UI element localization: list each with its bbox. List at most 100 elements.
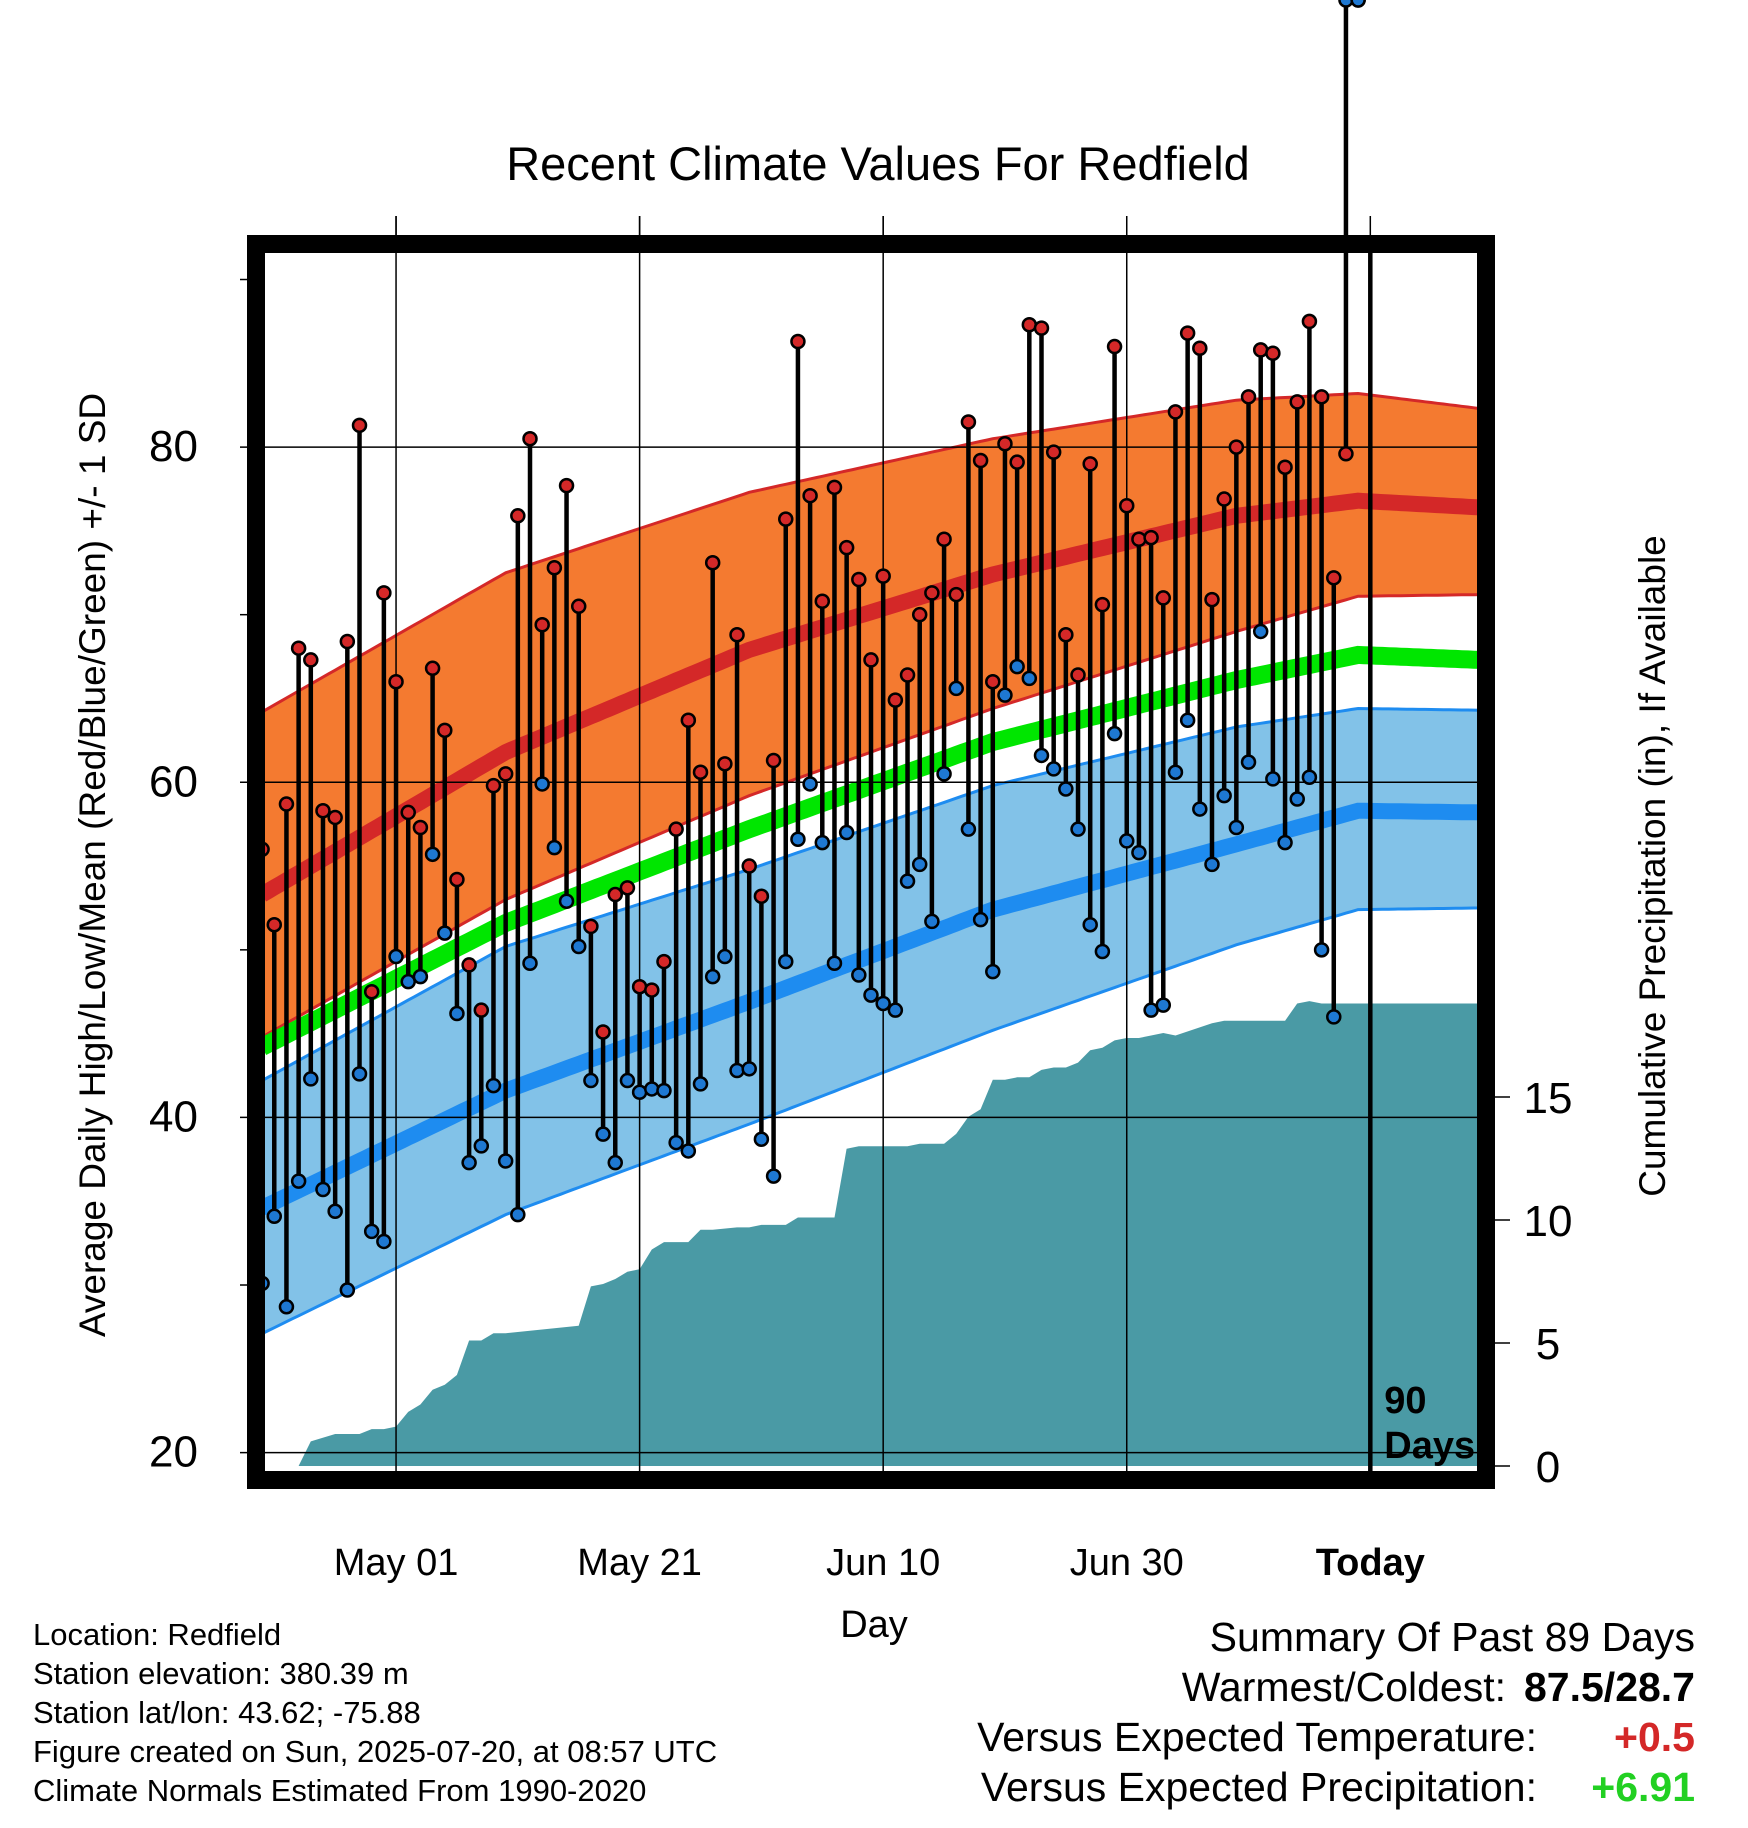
daily-high-point (595, 1024, 611, 1040)
daily-low-point (1228, 819, 1245, 836)
daily-low-point (717, 948, 733, 965)
daily-high-point (1167, 404, 1184, 420)
daily-high-point (936, 531, 952, 548)
daily-low-point (376, 1233, 392, 1250)
daily-low-point (437, 925, 453, 941)
daily-low-point (278, 1299, 295, 1315)
daily-high-point (1009, 454, 1025, 470)
daily-high-point (838, 539, 855, 556)
daily-high-point (437, 722, 453, 739)
daily-high-point (339, 633, 356, 650)
daily-low-point (1021, 670, 1038, 687)
daily-high-point (778, 511, 794, 527)
daily-high-point (290, 640, 307, 656)
x-tick-label: May 01 (334, 1542, 459, 1584)
daily-low-point (668, 1134, 684, 1151)
y-right-tick-label: 10 (1524, 1197, 1573, 1246)
daily-high-point (522, 430, 538, 447)
daily-low-point (351, 1066, 368, 1082)
today-label: 90 (1384, 1380, 1426, 1422)
daily-high-point (546, 560, 563, 576)
daily-low-point (1058, 781, 1074, 797)
daily-high-point (644, 982, 660, 998)
daily-high-point (960, 414, 977, 430)
axes-layer (240, 216, 1510, 1489)
daily-high-point (1082, 456, 1098, 472)
daily-low-point (1106, 725, 1123, 742)
daily-low-point (863, 987, 879, 1003)
daily-high-point (497, 766, 514, 782)
daily-high-point (656, 953, 672, 970)
daily-high-point (278, 796, 295, 812)
daily-low-point (1192, 801, 1208, 817)
daily-low-point (595, 1126, 611, 1142)
daily-high-point (1192, 340, 1208, 356)
daily-low-point (656, 1082, 672, 1099)
daily-high-point (668, 821, 684, 837)
temp-label: Versus Expected Temperature: (977, 1714, 1537, 1760)
daily-high-point (351, 417, 368, 434)
daily-low-point (546, 839, 563, 856)
daily-high-point (1204, 591, 1220, 608)
daily-low-point (972, 911, 989, 928)
daily-high-point (1143, 529, 1159, 546)
y-axis-left-title: Average Daily High/Low/Mean (Red/Blue/Gr… (72, 393, 113, 1337)
daily-low-point (680, 1143, 697, 1159)
daily-high-point (790, 333, 806, 350)
y-left-tick-label: 60 (149, 757, 198, 806)
daily-low-point (875, 995, 891, 1012)
daily-high-point (911, 606, 928, 623)
daily-high-point (583, 918, 599, 935)
daily-low-point (412, 968, 429, 985)
daily-low-point (449, 1005, 465, 1022)
daily-low-point (303, 1071, 319, 1087)
elevation-text: Station elevation: 380.39 m (33, 1656, 409, 1691)
daily-low-point (570, 938, 587, 955)
daily-high-point (765, 752, 782, 769)
daily-high-point (899, 667, 916, 683)
daily-high-point (315, 803, 331, 819)
chart-title: Recent Climate Values For Redfield (506, 137, 1250, 190)
daily-low-point (558, 893, 575, 909)
daily-high-point (619, 880, 636, 896)
daily-high-point (753, 888, 770, 904)
daily-high-point (997, 435, 1013, 452)
low-lower-edge (261, 906, 1480, 1335)
daily-low-point (985, 963, 1001, 980)
observations-layer (254, 0, 1373, 1480)
latlon-text: Station lat/lon: 43.62; -75.88 (33, 1695, 421, 1730)
daily-low-point (388, 948, 404, 965)
daily-low-point (1094, 943, 1111, 960)
y-right-tick-label: 5 (1536, 1320, 1560, 1369)
precip-value: +6.91 (1591, 1764, 1695, 1810)
daily-low-point (838, 824, 855, 841)
daily-low-point (327, 1203, 343, 1220)
daily-low-point (1131, 844, 1147, 861)
labels-layer: Recent Climate Values For Redfield Day A… (72, 137, 1673, 1646)
daily-low-point (704, 968, 721, 985)
daily-high-point (461, 957, 477, 973)
daily-high-point (717, 756, 733, 772)
daily-low-point (1326, 1009, 1342, 1025)
today-label: Days (1384, 1425, 1475, 1467)
daily-low-point (1216, 787, 1232, 804)
daily-high-point (400, 804, 416, 821)
daily-low-point (424, 846, 441, 863)
daily-high-point (704, 554, 721, 571)
daily-high-point (473, 1002, 490, 1018)
temp-row: Versus Expected Temperature: +0.5 (977, 1712, 1695, 1762)
daily-low-point (1179, 712, 1196, 729)
x-tick-label: Jun 30 (1070, 1542, 1184, 1584)
daily-high-point (485, 777, 502, 794)
daily-high-point (826, 479, 843, 496)
daily-high-point (1216, 491, 1232, 507)
daily-high-point (388, 673, 404, 690)
temp-value: +0.5 (1614, 1714, 1695, 1760)
warm-cold-row: Warmest/Coldest: 87.5/28.7 (977, 1662, 1695, 1712)
daily-low-point (778, 953, 794, 970)
daily-low-point (290, 1173, 307, 1189)
daily-low-point (851, 967, 867, 983)
daily-high-point (1301, 313, 1318, 330)
daily-low-point (363, 1223, 380, 1240)
daily-low-point (1277, 834, 1293, 851)
